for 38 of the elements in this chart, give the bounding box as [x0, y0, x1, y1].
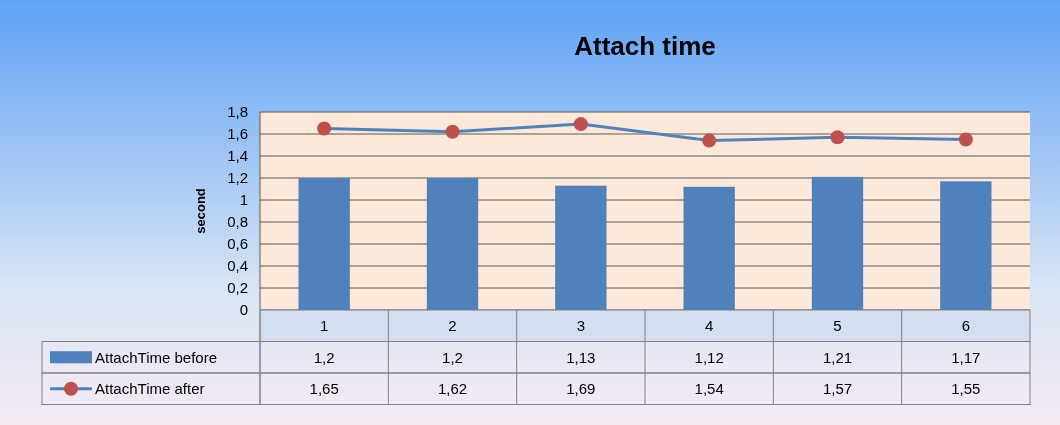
legend-label: AttachTime before [95, 348, 217, 366]
y-tick-label: 1 [239, 191, 248, 209]
x-tick-label: 5 [833, 317, 842, 334]
point [573, 117, 588, 132]
y-tick-label: 0,4 [227, 257, 248, 275]
y-tick-label: 0 [239, 301, 248, 319]
data-label: 1,69 [566, 380, 596, 397]
y-axis-title: second [193, 188, 208, 234]
x-tick-label: 1 [319, 317, 329, 334]
data-label: 1,55 [951, 380, 981, 397]
y-tick-label: 0,2 [227, 279, 248, 297]
data-label: 1,2 [313, 348, 335, 366]
data-label: 1,62 [437, 380, 468, 397]
point [445, 124, 460, 139]
y-tick-label: 1,4 [227, 147, 248, 165]
x-tick-label: 4 [704, 317, 714, 334]
chart-title: Attach time [574, 31, 716, 61]
y-tick-label: 1,2 [227, 169, 248, 187]
y-tick-label: 0,8 [227, 213, 248, 231]
y-tick-label: 0,6 [227, 235, 248, 253]
point [830, 130, 845, 145]
data-label: 1,2 [442, 348, 463, 366]
legend-label: AttachTime after [95, 380, 205, 397]
x-tick-label: 3 [576, 317, 586, 334]
point [702, 133, 717, 148]
data-label: 1,57 [822, 380, 853, 397]
point [317, 121, 332, 136]
data-label: 1,12 [694, 348, 724, 366]
data-label: 1,65 [309, 380, 339, 397]
data-label: 1,17 [951, 348, 981, 366]
x-tick-label: 6 [961, 317, 971, 334]
x-tick-label: 2 [448, 317, 457, 334]
data-label: 1,21 [822, 348, 853, 366]
y-tick-label: 1,8 [227, 103, 248, 121]
data-label: 1,13 [566, 348, 596, 366]
y-tick-label: 1,6 [227, 125, 248, 143]
data-label: 1,54 [694, 380, 724, 397]
point [958, 132, 973, 147]
